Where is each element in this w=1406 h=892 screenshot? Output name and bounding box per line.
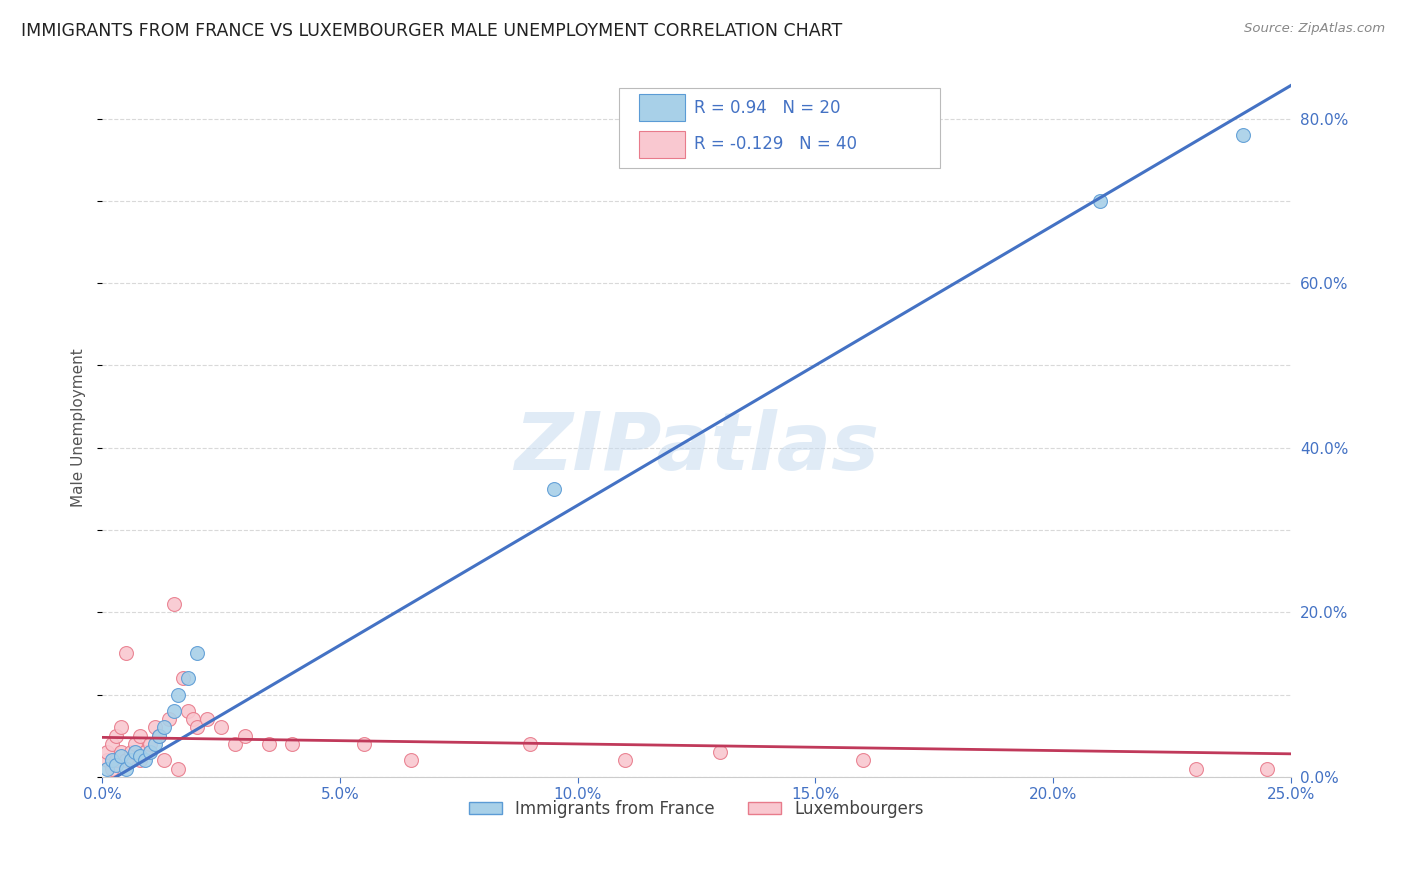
Point [100, 762, 122, 776]
Point [105, 729, 128, 743]
Point [399, 753, 422, 767]
Point [257, 737, 280, 751]
Point [186, 647, 208, 661]
Point [172, 671, 194, 685]
Point [115, 762, 138, 776]
Point [543, 482, 565, 496]
Point [148, 729, 170, 743]
Point [852, 753, 875, 767]
Point [153, 721, 176, 735]
Point [139, 737, 162, 751]
Point [96, 745, 118, 759]
Point [153, 753, 176, 767]
Point [1256, 762, 1278, 776]
Point [167, 688, 190, 702]
Point [129, 753, 152, 767]
Point [134, 745, 156, 759]
FancyBboxPatch shape [619, 88, 941, 169]
Point [105, 757, 128, 772]
Point [124, 737, 146, 751]
Point [143, 737, 166, 751]
Point [281, 737, 304, 751]
Point [110, 745, 132, 759]
Point [162, 704, 184, 718]
Point [709, 745, 731, 759]
Point [96, 762, 118, 776]
Point [224, 737, 246, 751]
Text: Source: ZipAtlas.com: Source: ZipAtlas.com [1244, 22, 1385, 36]
Point [96, 753, 118, 767]
Point [124, 745, 146, 759]
Point [129, 749, 152, 764]
Point [353, 737, 375, 751]
Point [148, 729, 170, 743]
Point [110, 721, 132, 735]
FancyBboxPatch shape [640, 95, 685, 120]
Point [115, 647, 138, 661]
Legend: Immigrants from France, Luxembourgers: Immigrants from France, Luxembourgers [461, 793, 931, 824]
Point [162, 597, 184, 611]
Text: R = -0.129   N = 40: R = -0.129 N = 40 [695, 136, 858, 153]
Point [143, 721, 166, 735]
Point [209, 721, 232, 735]
Text: IMMIGRANTS FROM FRANCE VS LUXEMBOURGER MALE UNEMPLOYMENT CORRELATION CHART: IMMIGRANTS FROM FRANCE VS LUXEMBOURGER M… [21, 22, 842, 40]
Point [177, 704, 200, 718]
Y-axis label: Male Unemployment: Male Unemployment [72, 348, 86, 507]
Point [134, 753, 156, 767]
Point [177, 671, 200, 685]
Point [614, 753, 637, 767]
Point [139, 745, 162, 759]
Point [129, 729, 152, 743]
Point [105, 753, 128, 767]
Text: R = 0.94   N = 20: R = 0.94 N = 20 [695, 98, 841, 117]
Point [233, 729, 256, 743]
Point [100, 737, 122, 751]
FancyBboxPatch shape [640, 131, 685, 158]
Point [181, 712, 204, 726]
Point [1090, 194, 1112, 208]
Point [519, 737, 541, 751]
Point [110, 749, 132, 764]
Text: ZIPatlas: ZIPatlas [515, 409, 879, 487]
Point [167, 762, 190, 776]
Point [186, 721, 208, 735]
Point [1184, 762, 1206, 776]
Point [195, 712, 218, 726]
Point [157, 712, 180, 726]
Point [1232, 128, 1254, 142]
Point [120, 753, 142, 767]
Point [115, 753, 138, 767]
Point [120, 745, 142, 759]
Point [100, 753, 122, 767]
